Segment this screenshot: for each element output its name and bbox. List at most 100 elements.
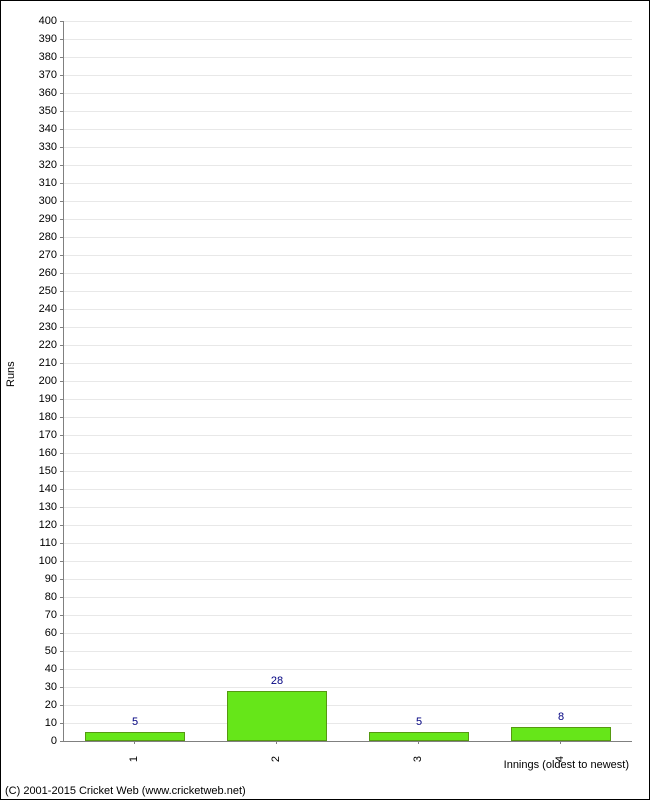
y-tick-mark xyxy=(60,723,63,724)
gridline xyxy=(64,633,632,634)
y-tick-label: 20 xyxy=(27,699,57,711)
y-tick-label: 200 xyxy=(27,375,57,387)
gridline xyxy=(64,471,632,472)
y-tick-mark xyxy=(60,561,63,562)
y-tick-mark xyxy=(60,507,63,508)
x-axis-label: Innings (oldest to newest) xyxy=(504,759,629,771)
y-tick-label: 130 xyxy=(27,501,57,513)
y-tick-mark xyxy=(60,489,63,490)
y-tick-mark xyxy=(60,363,63,364)
bar-value-label: 28 xyxy=(271,675,283,687)
y-tick-mark xyxy=(60,93,63,94)
bar xyxy=(511,727,610,741)
gridline xyxy=(64,705,632,706)
copyright-text: (C) 2001-2015 Cricket Web (www.cricketwe… xyxy=(5,785,246,797)
y-tick-mark xyxy=(60,579,63,580)
y-tick-mark xyxy=(60,741,63,742)
gridline xyxy=(64,399,632,400)
y-tick-mark xyxy=(60,543,63,544)
y-tick-mark xyxy=(60,165,63,166)
gridline xyxy=(64,255,632,256)
x-tick-label: 2 xyxy=(270,754,282,764)
y-tick-mark xyxy=(60,273,63,274)
y-tick-mark xyxy=(60,687,63,688)
y-tick-mark xyxy=(60,471,63,472)
y-tick-label: 120 xyxy=(27,519,57,531)
plot-area: 5 28 5 8 xyxy=(63,21,632,742)
gridline xyxy=(64,111,632,112)
y-tick-mark xyxy=(60,39,63,40)
y-tick-label: 370 xyxy=(27,69,57,81)
y-tick-label: 140 xyxy=(27,483,57,495)
y-tick-label: 270 xyxy=(27,249,57,261)
gridline xyxy=(64,75,632,76)
x-tick-label: 4 xyxy=(554,754,566,764)
y-tick-mark xyxy=(60,615,63,616)
y-tick-mark xyxy=(60,327,63,328)
y-tick-mark xyxy=(60,219,63,220)
bar-value-label: 5 xyxy=(132,716,138,728)
gridline xyxy=(64,615,632,616)
y-tick-label: 280 xyxy=(27,231,57,243)
gridline xyxy=(64,543,632,544)
y-tick-label: 380 xyxy=(27,51,57,63)
y-tick-label: 150 xyxy=(27,465,57,477)
y-tick-label: 240 xyxy=(27,303,57,315)
gridline xyxy=(64,687,632,688)
y-tick-mark xyxy=(60,237,63,238)
y-tick-mark xyxy=(60,111,63,112)
y-tick-label: 0 xyxy=(27,735,57,747)
chart-frame: 52858 Runs Innings (oldest to newest) (C… xyxy=(0,0,650,800)
y-tick-mark xyxy=(60,255,63,256)
y-tick-mark xyxy=(60,75,63,76)
y-tick-mark xyxy=(60,201,63,202)
y-tick-mark xyxy=(60,525,63,526)
y-tick-label: 80 xyxy=(27,591,57,603)
gridline xyxy=(64,237,632,238)
y-tick-label: 340 xyxy=(27,123,57,135)
x-tick-label: 1 xyxy=(128,754,140,764)
gridline xyxy=(64,219,632,220)
x-tick-mark xyxy=(418,741,419,744)
gridline xyxy=(64,651,632,652)
gridline xyxy=(64,201,632,202)
gridline xyxy=(64,183,632,184)
y-tick-mark xyxy=(60,147,63,148)
gridline xyxy=(64,363,632,364)
gridline xyxy=(64,147,632,148)
x-tick-mark xyxy=(276,741,277,744)
gridline xyxy=(64,525,632,526)
y-tick-label: 230 xyxy=(27,321,57,333)
y-tick-label: 220 xyxy=(27,339,57,351)
bar-value-label: 8 xyxy=(558,711,564,723)
x-tick-mark xyxy=(134,741,135,744)
x-tick-mark xyxy=(560,741,561,744)
y-tick-label: 180 xyxy=(27,411,57,423)
gridline xyxy=(64,579,632,580)
y-tick-label: 260 xyxy=(27,267,57,279)
y-tick-mark xyxy=(60,435,63,436)
y-tick-mark xyxy=(60,57,63,58)
gridline xyxy=(64,21,632,22)
gridline xyxy=(64,507,632,508)
y-tick-mark xyxy=(60,381,63,382)
gridline xyxy=(64,327,632,328)
gridline xyxy=(64,165,632,166)
bar xyxy=(85,732,184,741)
y-tick-label: 90 xyxy=(27,573,57,585)
y-tick-label: 70 xyxy=(27,609,57,621)
gridline xyxy=(64,381,632,382)
y-tick-label: 30 xyxy=(27,681,57,693)
gridline xyxy=(64,273,632,274)
y-tick-mark xyxy=(60,129,63,130)
y-tick-label: 310 xyxy=(27,177,57,189)
gridline xyxy=(64,489,632,490)
y-tick-mark xyxy=(60,21,63,22)
bar-value-label: 5 xyxy=(416,716,422,728)
y-tick-mark xyxy=(60,669,63,670)
gridline xyxy=(64,723,632,724)
gridline xyxy=(64,417,632,418)
y-tick-label: 190 xyxy=(27,393,57,405)
gridline xyxy=(64,57,632,58)
y-tick-mark xyxy=(60,291,63,292)
